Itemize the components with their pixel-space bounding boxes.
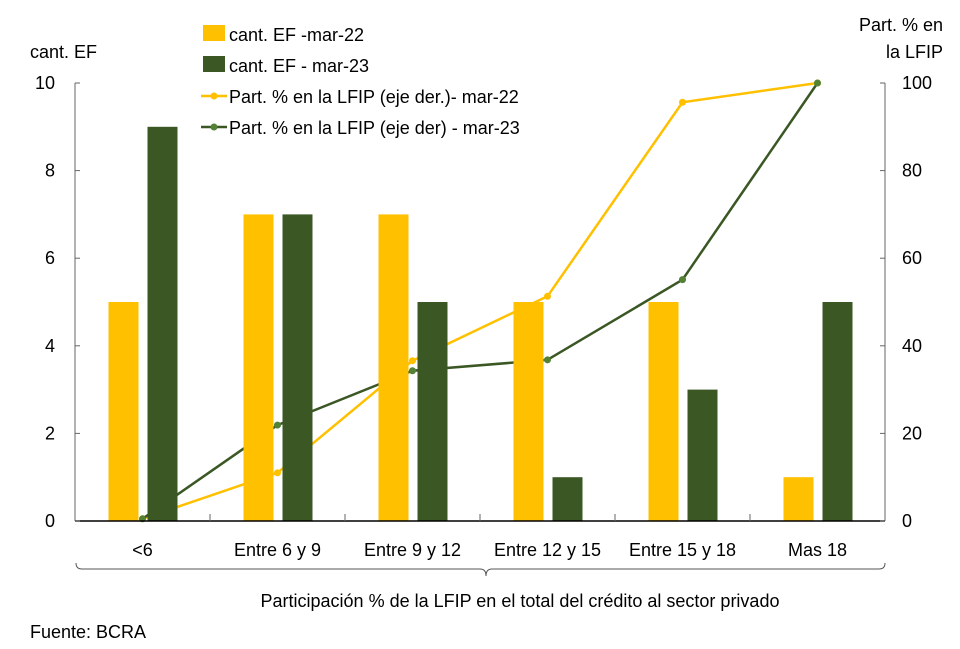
line-point-3-5	[814, 79, 821, 87]
y-left-tick-label: 6	[45, 248, 55, 268]
y-left-label: cant. EF	[30, 42, 97, 62]
lines-layer	[139, 79, 821, 523]
source-note: Fuente: BCRA	[30, 622, 146, 642]
y-left-tick-label: 8	[45, 161, 55, 181]
bar-1-5	[822, 302, 853, 521]
bar-1-4	[687, 389, 718, 521]
y-left-tick-label: 4	[45, 336, 55, 356]
legend-label-3: Part. % en la LFIP (eje der) - mar-23	[229, 118, 520, 138]
y-right-tick-label: 80	[902, 161, 922, 181]
bar-0-2	[378, 214, 409, 521]
legend-label-0: cant. EF -mar-22	[229, 25, 364, 45]
y-right-tick-label: 20	[902, 423, 922, 443]
line-point-3-2	[409, 367, 416, 375]
x-axis-title: Participación % de la LFIP en el total d…	[261, 591, 780, 611]
category-bracket	[75, 562, 886, 577]
legend-swatch-1	[203, 56, 225, 72]
y-right-tick-label: 60	[902, 248, 922, 268]
y-left-tick-label: 10	[35, 73, 55, 93]
bar-1-0	[147, 126, 178, 522]
legend-marker-3	[210, 123, 218, 131]
y-right-tick-label: 0	[902, 511, 912, 531]
bar-0-0	[108, 302, 139, 521]
line-point-2-2	[409, 357, 416, 365]
y-right-label-2: la LFIP	[886, 42, 943, 62]
x-tick-label: Entre 12 y 15	[494, 540, 601, 560]
bar-0-4	[648, 302, 679, 521]
x-tick-label: Entre 9 y 12	[364, 540, 461, 560]
legend-label-2: Part. % en la LFIP (eje der.)- mar-22	[229, 87, 519, 107]
bar-0-5	[783, 477, 814, 521]
x-tick-label: Entre 6 y 9	[234, 540, 321, 560]
legend-label-1: cant. EF - mar-23	[229, 56, 369, 76]
line-point-3-3	[544, 356, 551, 364]
line-point-2-3	[544, 292, 551, 300]
legend-marker-2	[210, 92, 218, 100]
bar-0-1	[243, 214, 274, 521]
line-point-2-4	[679, 98, 686, 106]
legend: cant. EF -mar-22 cant. EF - mar-23 Part. %…	[201, 25, 520, 138]
line-point-3-1	[274, 421, 281, 429]
x-tick-label: Mas 18	[788, 540, 847, 560]
bar-1-3	[552, 477, 583, 521]
x-tick-label: Entre 15 y 18	[629, 540, 736, 560]
bar-1-1	[282, 214, 313, 521]
bar-0-3	[513, 302, 544, 521]
line-point-2-1	[274, 469, 281, 477]
y-right-tick-label: 40	[902, 336, 922, 356]
bar-1-2	[417, 302, 448, 521]
legend-swatch-0	[203, 25, 225, 41]
y-left-tick-label: 2	[45, 423, 55, 443]
line-point-3-4	[679, 276, 686, 284]
x-tick-label: <6	[132, 540, 153, 560]
y-right-label-1: Part. % en	[859, 15, 943, 35]
bars-layer	[108, 126, 853, 522]
y-left-tick-label: 0	[45, 511, 55, 531]
y-right-tick-label: 100	[902, 73, 932, 93]
